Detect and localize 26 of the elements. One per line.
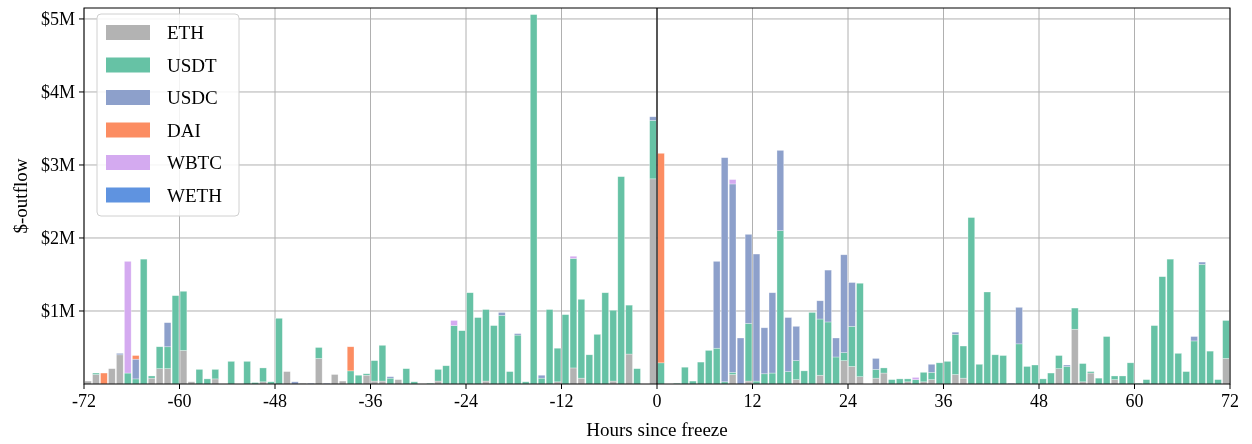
x-tick-label: -12 [549,391,574,411]
x-tick-label: 60 [1125,391,1144,411]
x-tick-label: 48 [1030,391,1048,411]
x-tick-label: -24 [454,391,478,411]
legend-label: ETH [167,22,205,43]
x-tick-label: -36 [358,391,383,411]
y-tick-label: $1M [40,300,75,321]
y-axis-title: $-outflow [10,158,31,234]
legend-label: WBTC [167,152,222,173]
x-tick-label: -60 [167,391,192,411]
y-tick-label: $2M [40,227,75,248]
x-axis-title: Hours since freeze [586,419,728,440]
legend-label: USDC [167,87,218,108]
y-tick-label: $3M [40,154,75,175]
x-tick-label: 24 [839,391,857,411]
x-tick-label: 36 [934,391,953,411]
x-tick-label: -72 [72,391,96,411]
legend-label: WETH [167,184,223,206]
legend-label: USDT [167,54,218,76]
x-tick-label: 0 [652,391,662,411]
x-tick-label: 12 [743,391,762,411]
x-tick-label: 72 [1221,391,1239,411]
x-tick-label: -48 [263,391,287,411]
y-tick-label: $4M [40,81,75,102]
y-tick-label: $5M [40,8,75,29]
legend-label: DAI [167,119,201,141]
